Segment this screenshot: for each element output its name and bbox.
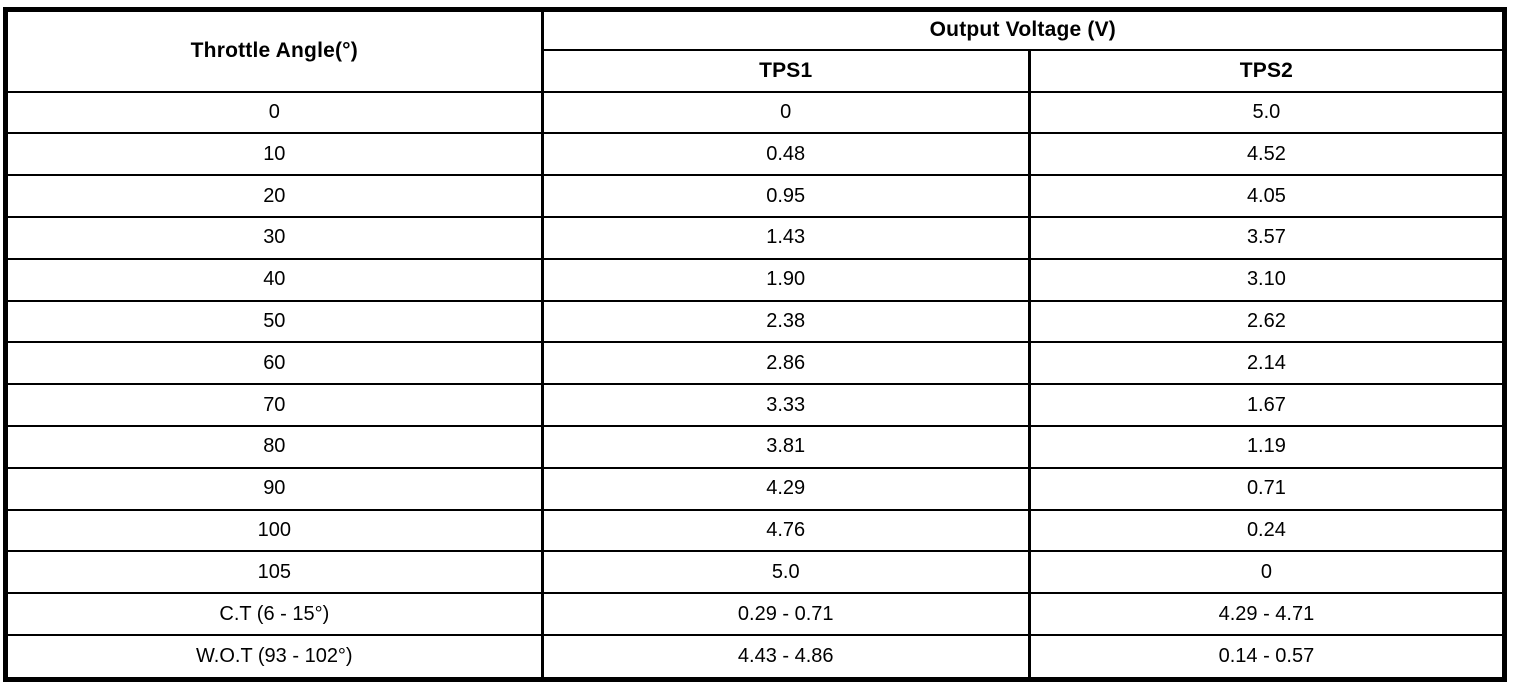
table-row: 0 0 5.0 [4,90,1507,135]
tps1-voltage-cell: 0 [540,90,1031,135]
table-header-row-sub: TPS1 TPS2 [6,48,1507,93]
throttle-angle-cell: 10 [4,132,544,177]
table-header-row-group: Throttle Angle(°) Output Voltage (V) [4,8,1507,93]
throttle-angle-cell: C.T (6 - 15°) [4,592,544,637]
tps1-voltage-cell: 4.76 [540,508,1031,553]
throttle-angle-cell: W.O.T (93 - 102°) [4,634,544,681]
output-voltage-header: Output Voltage (V) [540,8,1507,51]
table-row: 70 3.33 1.67 [4,383,1507,427]
tps2-voltage-cell: 1.67 [1027,383,1507,427]
tps2-voltage-cell: 0.71 [1027,466,1507,511]
throttle-angle-cell: 60 [4,341,544,386]
throttle-angle-cell: 70 [4,383,544,427]
tps1-column-header: TPS1 [540,48,1031,93]
table-row: 90 4.29 0.71 [4,466,1507,511]
table-header: Throttle Angle(°) Output Voltage (V) TPS… [4,8,1507,93]
tps-voltage-table: Throttle Angle(°) Output Voltage (V) TPS… [3,7,1507,682]
tps1-voltage-cell: 4.43 - 4.86 [540,634,1031,681]
tps2-column-header: TPS2 [1027,48,1507,93]
throttle-angle-cell: 100 [4,508,544,553]
table-row: 30 1.43 3.57 [4,215,1507,260]
tps2-voltage-cell: 1.19 [1027,425,1507,469]
table-row: C.T (6 - 15°) 0.29 - 0.71 4.29 - 4.71 [4,592,1507,637]
throttle-angle-cell: 0 [4,90,544,135]
tps1-voltage-cell: 1.43 [540,215,1031,260]
tps2-voltage-cell: 0 [1027,550,1507,595]
throttle-angle-cell: 20 [4,174,544,218]
table-row: 20 0.95 4.05 [4,174,1507,218]
throttle-angle-cell: 30 [4,215,544,260]
throttle-angle-cell: 90 [4,466,544,511]
table-row: W.O.T (93 - 102°) 4.43 - 4.86 0.14 - 0.5… [4,634,1507,681]
tps2-voltage-cell: 3.10 [1027,257,1507,302]
tps2-voltage-cell: 4.05 [1027,174,1507,218]
tps2-voltage-cell: 0.24 [1027,508,1507,553]
table-row: 100 4.76 0.24 [4,508,1507,553]
table-row: 50 2.38 2.62 [4,299,1507,344]
table-row: 10 0.48 4.52 [4,132,1507,177]
throttle-angle-header: Throttle Angle(°) [4,8,544,93]
tps1-voltage-cell: 0.48 [540,132,1031,177]
throttle-angle-cell: 40 [4,257,544,302]
table-body: 0 0 5.0 10 0.48 4.52 20 0.95 4.05 30 1.4… [4,90,1507,681]
tps2-voltage-cell: 4.52 [1027,132,1507,177]
tps2-voltage-cell: 5.0 [1027,90,1507,135]
table-row: 60 2.86 2.14 [4,341,1507,386]
throttle-angle-cell: 105 [4,550,544,595]
tps1-voltage-cell: 1.90 [540,257,1031,302]
table-row: 80 3.81 1.19 [4,425,1507,469]
table-row: 105 5.0 0 [4,550,1507,595]
tps1-voltage-cell: 0.29 - 0.71 [540,592,1031,637]
tps1-voltage-cell: 0.95 [540,174,1031,218]
tps2-voltage-cell: 2.14 [1027,341,1507,386]
tps2-voltage-cell: 3.57 [1027,215,1507,260]
throttle-angle-cell: 50 [4,299,544,344]
tps1-voltage-cell: 4.29 [540,466,1031,511]
tps1-voltage-cell: 2.38 [540,299,1031,344]
tps1-voltage-cell: 3.33 [540,383,1031,427]
tps1-voltage-cell: 5.0 [540,550,1031,595]
tps2-voltage-cell: 0.14 - 0.57 [1027,634,1507,681]
tps2-voltage-cell: 4.29 - 4.71 [1027,592,1507,637]
table-row: 40 1.90 3.10 [4,257,1507,302]
tps1-voltage-cell: 3.81 [540,425,1031,469]
tps2-voltage-cell: 2.62 [1027,299,1507,344]
throttle-angle-cell: 80 [4,425,544,469]
tps1-voltage-cell: 2.86 [540,341,1031,386]
